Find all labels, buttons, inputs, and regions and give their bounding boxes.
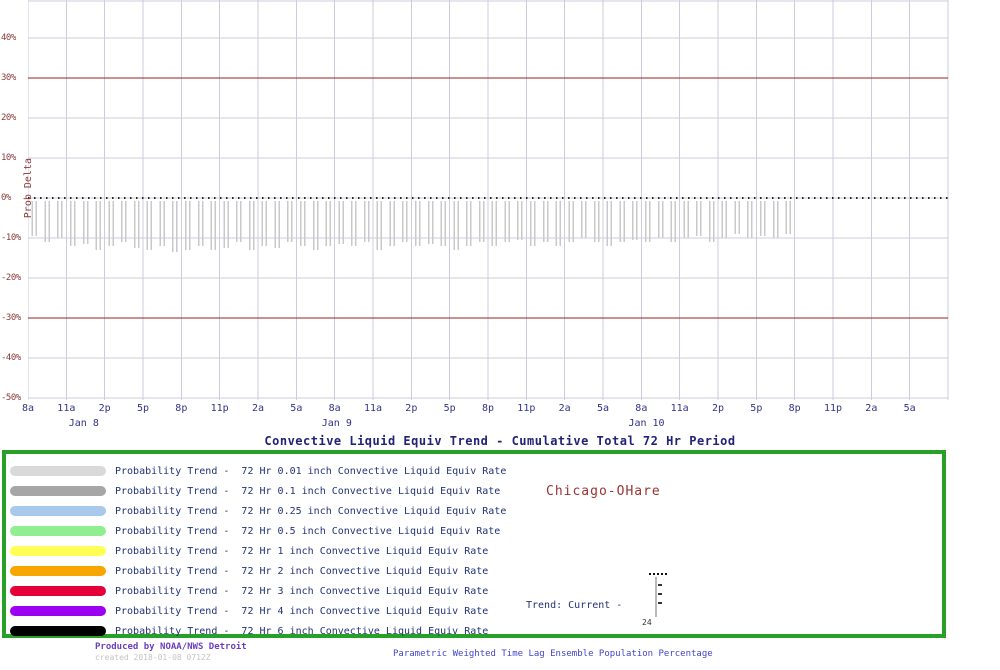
legend-row: Probability Trend - 72 Hr 4 inch Convect…: [6, 601, 942, 621]
y-tick-label: -20%: [1, 273, 21, 283]
x-tick-label: 5a: [290, 403, 303, 414]
legend-row: Probability Trend - 72 Hr 6 inch Convect…: [6, 621, 942, 641]
mini-dotted-line-icon: [649, 573, 667, 575]
x-tick-label: 11p: [517, 403, 536, 414]
plot-area: [28, 0, 949, 400]
legend-box: Probability Trend - 72 Hr 0.01 inch Conv…: [2, 450, 946, 638]
legend-label: Probability Trend - 72 Hr 1 inch Convect…: [115, 545, 489, 557]
mini-tick-mark: [658, 584, 662, 586]
mini-trend-bar: [655, 577, 657, 617]
x-tick-label: 2p: [98, 403, 111, 414]
legend-label: Probability Trend - 72 Hr 2 inch Convect…: [115, 565, 489, 577]
trend-current-label: Trend: Current -: [526, 600, 623, 611]
legend-row: Probability Trend - 72 Hr 2 inch Convect…: [6, 561, 942, 581]
y-tick-label: 20%: [1, 113, 16, 123]
created-timestamp: created 2018-01-08 0712Z: [95, 653, 211, 662]
x-tick-label: 11a: [670, 403, 689, 414]
legend-row: Probability Trend - 72 Hr 0.01 inch Conv…: [6, 461, 942, 481]
legend-label: Probability Trend - 72 Hr 4 inch Convect…: [115, 605, 489, 617]
day-label: Jan 9: [321, 418, 352, 429]
y-tick-label: 40%: [1, 33, 16, 43]
legend-label: Probability Trend - 72 Hr 0.1 inch Conve…: [115, 485, 501, 497]
y-tick-label: 0%: [1, 193, 11, 203]
legend-row: Probability Trend - 72 Hr 0.25 inch Conv…: [6, 501, 942, 521]
station-name: Chicago-OHare: [546, 484, 661, 499]
legend-label: Probability Trend - 72 Hr 6 inch Convect…: [115, 625, 489, 637]
x-tick-label: 11a: [363, 403, 383, 414]
x-tick-label: 8p: [788, 403, 801, 414]
x-tick-label: 8a: [21, 403, 35, 414]
mini-axis-label: 24: [642, 618, 652, 627]
day-label: Jan 10: [628, 418, 665, 429]
y-tick-label: -40%: [1, 353, 21, 363]
legend-row: Probability Trend - 72 Hr 1 inch Convect…: [6, 541, 942, 561]
legend-swatch: [10, 546, 106, 556]
y-tick-label: -50%: [1, 393, 21, 403]
produced-by: Produced by NOAA/NWS Detroit: [95, 642, 247, 652]
x-tick-label: 11p: [210, 403, 229, 414]
y-tick-label: -30%: [1, 313, 21, 323]
legend-label: Probability Trend - 72 Hr 0.01 inch Conv…: [115, 465, 507, 477]
y-tick-label: 30%: [1, 73, 16, 83]
legend-label: Probability Trend - 72 Hr 0.25 inch Conv…: [115, 505, 507, 517]
legend-row: Probability Trend - 72 Hr 0.1 inch Conve…: [6, 481, 942, 501]
y-tick-label: 10%: [1, 153, 16, 163]
legend-swatch: [10, 606, 106, 616]
mini-tick-mark: [658, 602, 662, 604]
trend-mini-chart: 24: [640, 570, 676, 634]
legend-swatch: [10, 566, 106, 576]
y-axis-title: Prob Delta: [23, 158, 34, 219]
footer-caption: Parametric Weighted Time Lag Ensemble Po…: [393, 649, 713, 659]
x-tick-label: 5a: [596, 403, 610, 414]
x-tick-label: 11a: [57, 403, 76, 414]
x-tick-label: 2a: [251, 403, 265, 414]
x-tick-label: 2p: [405, 403, 418, 414]
x-tick-label: 8a: [635, 403, 648, 414]
legend-label: Probability Trend - 72 Hr 3 inch Convect…: [115, 585, 489, 597]
x-tick-label: 5p: [136, 403, 150, 414]
x-tick-label: 2a: [558, 403, 571, 414]
legend-row: Probability Trend - 72 Hr 0.5 inch Conve…: [6, 521, 942, 541]
legend-swatch: [10, 526, 106, 536]
x-tick-label: 8a: [328, 403, 341, 414]
x-tick-label: 2p: [711, 403, 725, 414]
chart-title: Convective Liquid Equiv Trend - Cumulati…: [264, 434, 736, 448]
legend-swatch: [10, 586, 106, 596]
day-label: Jan 8: [68, 418, 99, 429]
legend-row: Probability Trend - 72 Hr 3 inch Convect…: [6, 581, 942, 601]
x-tick-label: 8p: [175, 403, 188, 414]
x-tick-label: 5p: [443, 403, 456, 414]
legend-swatch: [10, 626, 106, 636]
x-tick-label: 5p: [750, 403, 763, 414]
legend-swatch: [10, 506, 106, 516]
legend-rows: Probability Trend - 72 Hr 0.01 inch Conv…: [6, 461, 942, 641]
legend-swatch: [10, 486, 106, 496]
x-tick-label: 5a: [903, 403, 916, 414]
x-tick-label: 2a: [865, 403, 878, 414]
mini-tick-mark: [658, 593, 662, 595]
probability-trend-chart: Prob Delta 40% 30% 20% 10% 0% -10% -20% -30% -40…: [1, 0, 949, 448]
legend-swatch: [10, 466, 106, 476]
x-tick-label: 8p: [481, 403, 495, 414]
legend-label: Probability Trend - 72 Hr 0.5 inch Conve…: [115, 525, 501, 537]
y-tick-label: -10%: [1, 233, 21, 243]
x-tick-label: 11p: [823, 403, 843, 414]
